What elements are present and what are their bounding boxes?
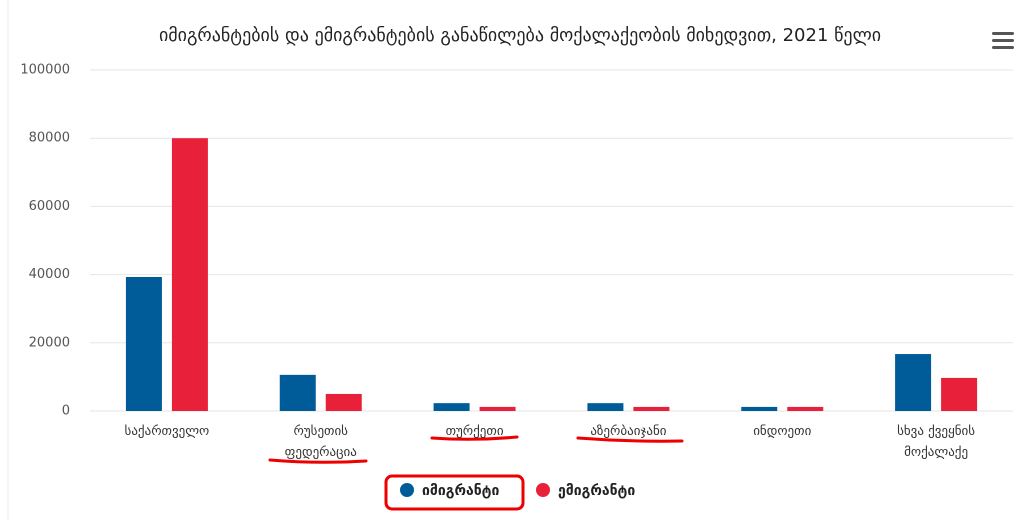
chart-title: იმიგრანტების და ემიგრანტების განაწილება … (159, 25, 881, 46)
y-tick-label: 40000 (29, 267, 70, 282)
bar (279, 374, 316, 411)
bar (895, 354, 932, 411)
legend-marker (400, 483, 414, 497)
x-tick-label: თურქეთი (445, 424, 504, 439)
bar (587, 403, 624, 411)
y-tick-label: 60000 (29, 199, 70, 214)
x-tick-label: ინდოეთი (753, 424, 812, 439)
x-tick-label: სხვა ქვეყნის მოქალაქე (897, 424, 976, 460)
bar (941, 377, 978, 411)
bar (741, 406, 778, 411)
legend-label: ემიგრანტი (558, 483, 635, 499)
annotations (268, 435, 684, 511)
bar (633, 406, 670, 411)
x-tick-label: რუსეთის ფედერაცია (284, 424, 357, 460)
y-tick-label: 100000 (20, 63, 70, 78)
bar (433, 403, 470, 411)
bar (125, 276, 162, 411)
bar (479, 406, 516, 411)
x-tick-label: აზერბაიჯანი (590, 424, 667, 439)
bar (171, 138, 208, 411)
menu-icon[interactable] (992, 32, 1014, 49)
y-tick-label: 20000 (29, 335, 70, 350)
x-tick-label: საქართველო (124, 424, 210, 439)
legend-label: იმიგრანტი (422, 483, 499, 499)
y-tick-label: 80000 (29, 131, 70, 146)
bar (325, 393, 362, 411)
y-tick-label: 0 (62, 404, 70, 419)
bar (787, 406, 824, 411)
legend-marker (536, 483, 550, 497)
